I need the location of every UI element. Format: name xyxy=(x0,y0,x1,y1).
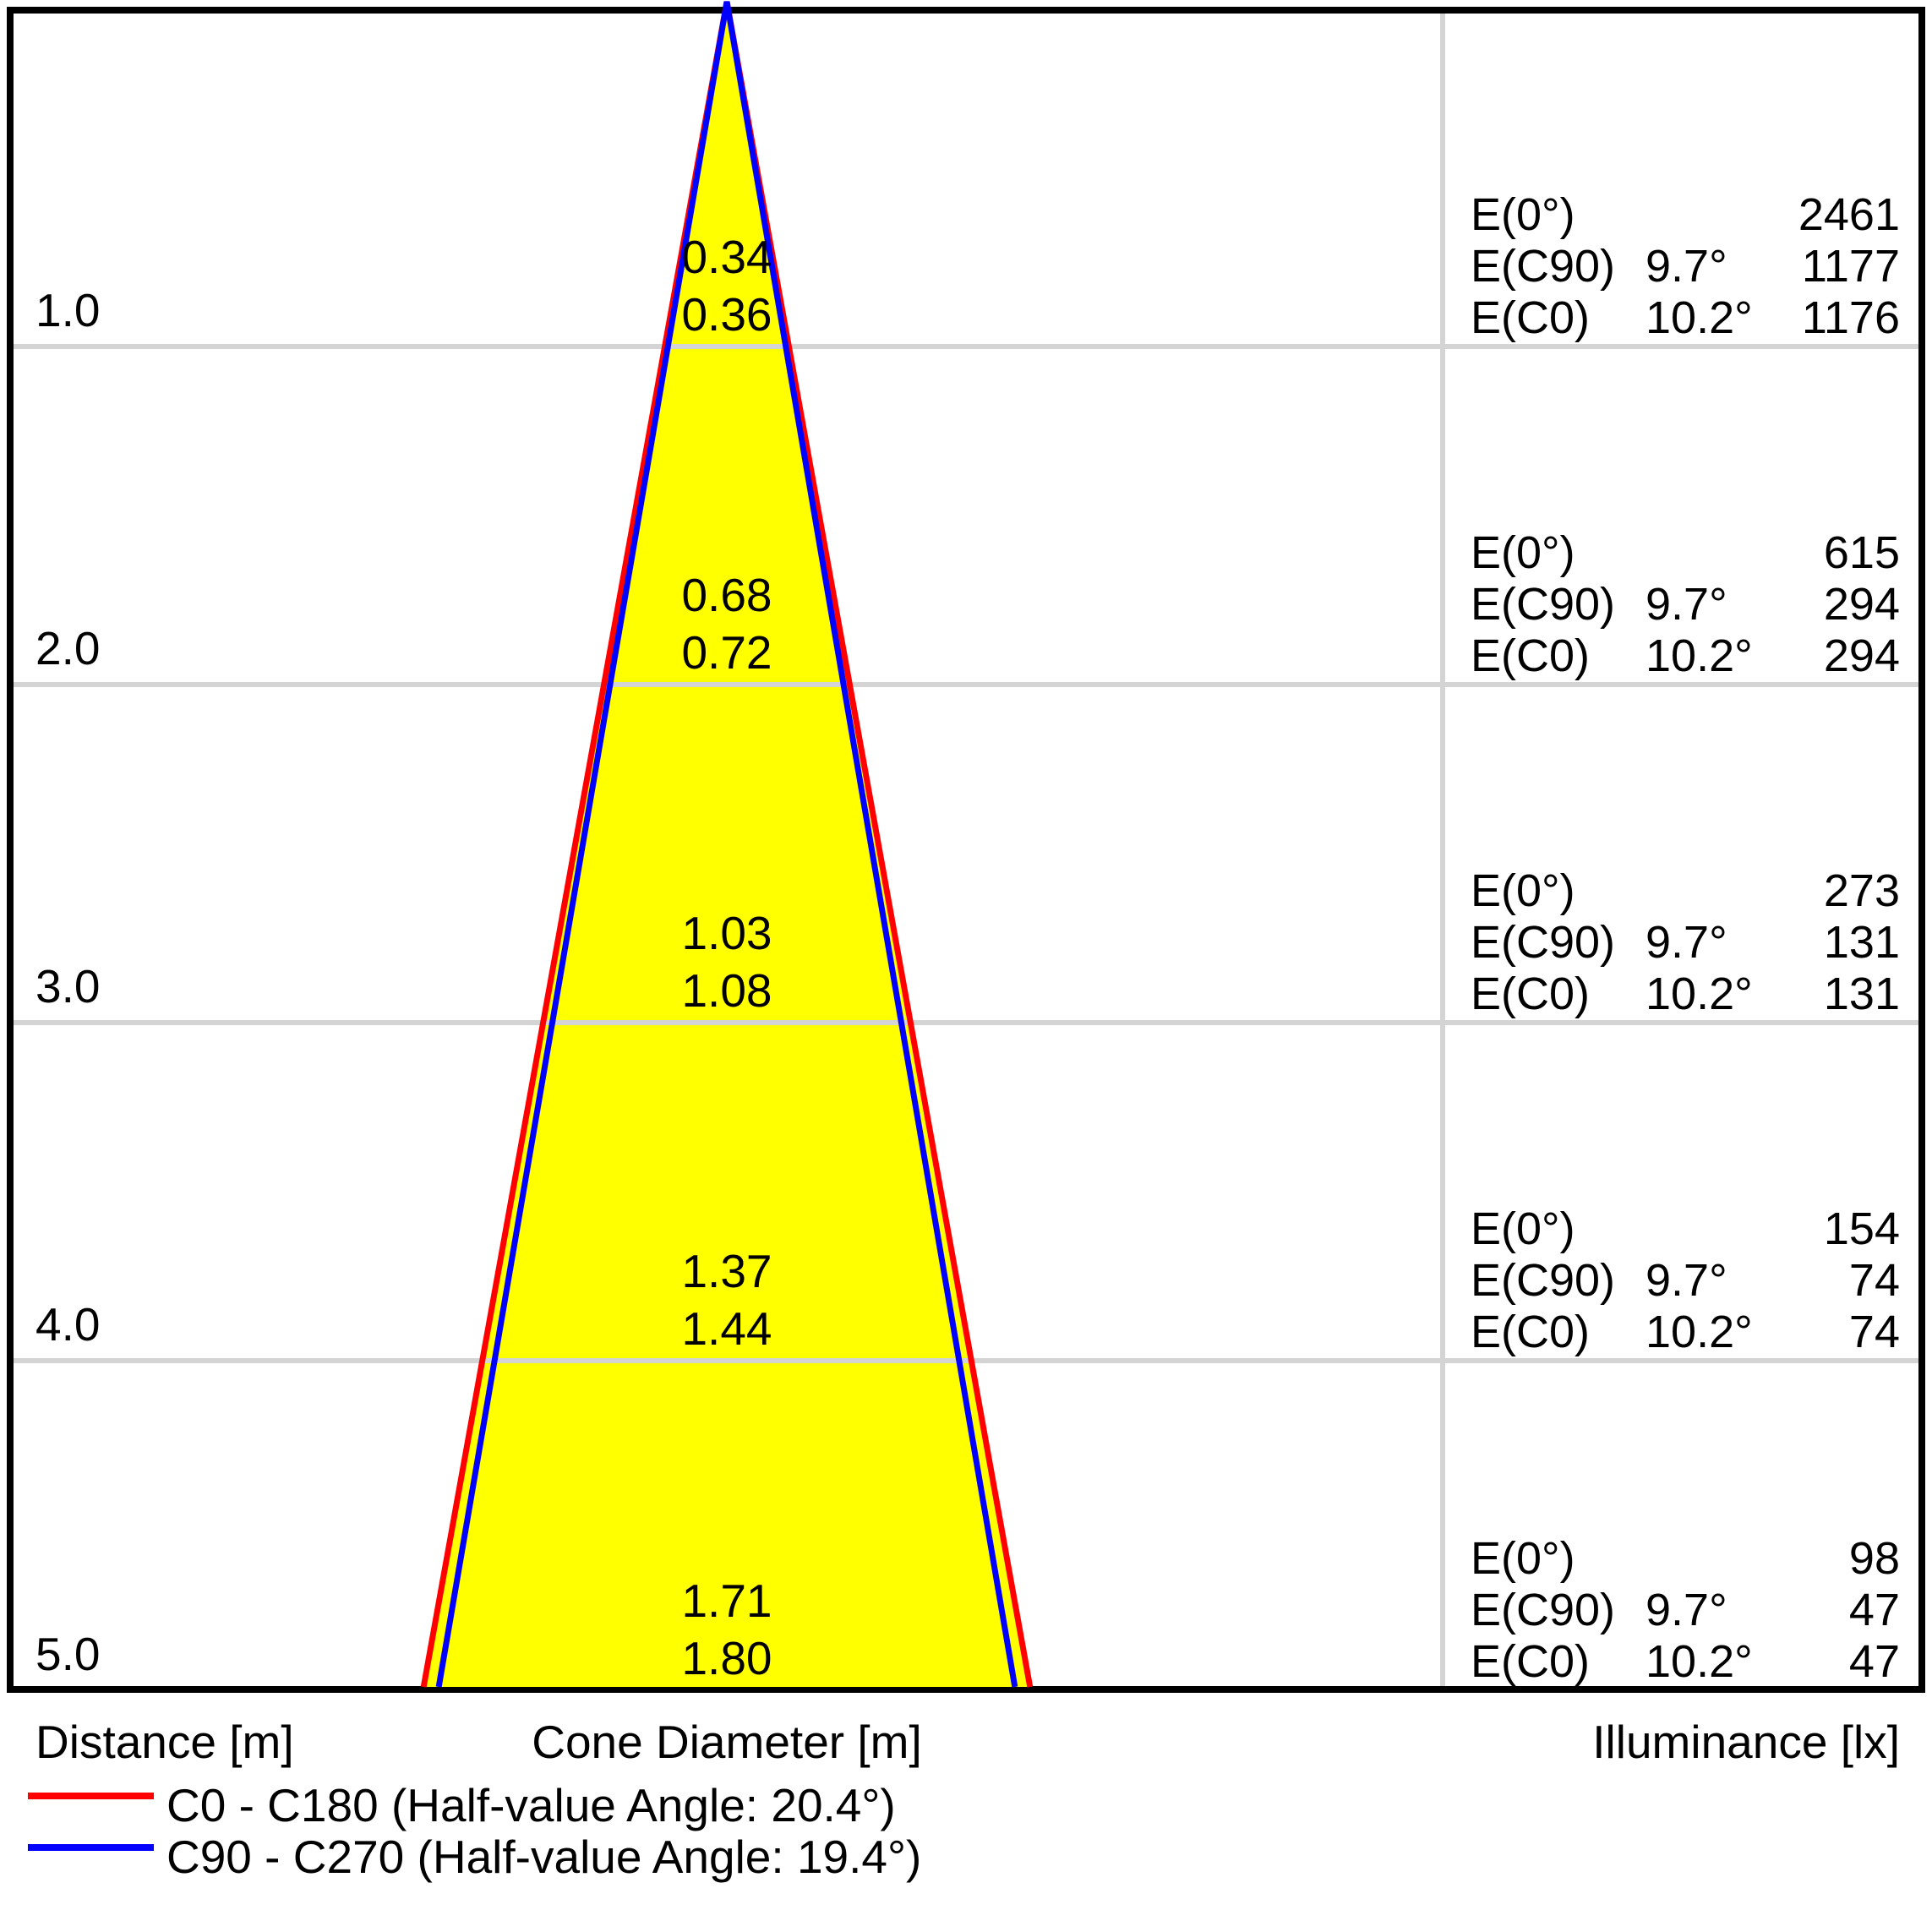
illuminance-row-group: E(0°) 98 E(C90) 9.7° 47 E(C0) 10.2° 47 xyxy=(1471,1533,1900,1688)
illuminance-angle: 10.2° xyxy=(1645,630,1753,681)
illuminance-line: E(C0) 10.2° 131 xyxy=(1471,969,1900,1020)
legend-swatch-c90-c270 xyxy=(28,1844,154,1851)
illuminance-line: E(C90) 9.7° 47 xyxy=(1471,1585,1900,1636)
illuminance-value: 1176 xyxy=(1801,292,1900,343)
illuminance-label: E(C0) xyxy=(1471,1307,1591,1357)
illuminance-value: 131 xyxy=(1823,917,1900,968)
cone-diameter-label: 1.37 1.44 xyxy=(558,1242,896,1357)
cone-diameter-c0: 1.08 xyxy=(681,964,772,1017)
legend-label-c90-c270: C90 - C270 (Half-value Angle: 19.4°) xyxy=(166,1831,922,1883)
illuminance-line: E(C90) 9.7° 294 xyxy=(1471,579,1900,630)
illuminance-line: E(C0) 10.2° 1176 xyxy=(1471,292,1900,344)
illuminance-line: E(0°) 2461 xyxy=(1471,189,1900,241)
cone-diameter-c90: 1.37 xyxy=(681,1245,772,1297)
illuminance-label: E(C0) xyxy=(1471,969,1591,1019)
illuminance-value: 294 xyxy=(1823,630,1900,681)
illuminance-angle: 10.2° xyxy=(1645,1636,1753,1687)
illuminance-label: E(C0) xyxy=(1471,1636,1591,1687)
illuminance-row-group: E(0°) 273 E(C90) 9.7° 131 E(C0) 10.2° 131 xyxy=(1471,865,1900,1020)
legend-label-c0-c180: C0 - C180 (Half-value Angle: 20.4°) xyxy=(166,1779,896,1831)
illuminance-label: E(C0) xyxy=(1471,630,1591,681)
illuminance-line: E(0°) 273 xyxy=(1471,865,1900,917)
illuminance-value: 131 xyxy=(1823,969,1900,1019)
illuminance-value: 273 xyxy=(1823,865,1900,916)
illuminance-line: E(C0) 10.2° 74 xyxy=(1471,1307,1900,1358)
cone-diameter-label: 0.68 0.72 xyxy=(558,566,896,681)
illuminance-label: E(0°) xyxy=(1471,1203,1575,1254)
illuminance-line: E(C90) 9.7° 1177 xyxy=(1471,241,1900,292)
illuminance-axis-title: Illuminance [lx] xyxy=(1592,1716,1900,1768)
cone-diameter-c0: 1.44 xyxy=(681,1302,772,1355)
cone-diameter-c90: 1.71 xyxy=(681,1575,772,1627)
cone-diameter-label: 1.71 1.80 xyxy=(558,1572,896,1687)
illuminance-value: 294 xyxy=(1823,579,1900,630)
illuminance-value: 615 xyxy=(1823,527,1900,578)
distance-label: 3.0 xyxy=(35,960,101,1012)
cone-diameter-c0: 0.36 xyxy=(681,288,772,341)
illuminance-label: E(C0) xyxy=(1471,292,1591,343)
cone-diameter-c0: 1.80 xyxy=(681,1632,772,1684)
cone-diameter-c0: 0.72 xyxy=(681,626,772,679)
illuminance-label: E(C90) xyxy=(1471,579,1616,630)
illuminance-value: 47 xyxy=(1848,1636,1900,1687)
cone-diameter-c90: 1.03 xyxy=(681,907,772,959)
distance-label: 2.0 xyxy=(35,622,101,674)
illuminance-value: 74 xyxy=(1848,1307,1900,1357)
illuminance-angle: 10.2° xyxy=(1645,292,1753,343)
illuminance-value: 1177 xyxy=(1801,241,1900,292)
illuminance-angle: 10.2° xyxy=(1645,1307,1753,1357)
chart-border xyxy=(7,7,1925,1693)
legend-swatch-c0-c180 xyxy=(28,1793,154,1799)
illuminance-angle: 9.7° xyxy=(1645,1255,1727,1306)
illuminance-row-group: E(0°) 154 E(C90) 9.7° 74 E(C0) 10.2° 74 xyxy=(1471,1203,1900,1358)
cone-diameter-c90: 0.34 xyxy=(681,231,772,283)
illuminance-line: E(C0) 10.2° 47 xyxy=(1471,1636,1900,1688)
illuminance-label: E(0°) xyxy=(1471,527,1575,578)
illuminance-angle: 9.7° xyxy=(1645,579,1727,630)
illuminance-angle: 9.7° xyxy=(1645,241,1727,292)
distance-label: 4.0 xyxy=(35,1298,101,1351)
illuminance-value: 74 xyxy=(1848,1255,1900,1306)
cone-diameter-c90: 0.68 xyxy=(681,569,772,621)
cone-diameter-label: 1.03 1.08 xyxy=(558,904,896,1019)
illuminance-line: E(0°) 154 xyxy=(1471,1203,1900,1255)
illuminance-label: E(0°) xyxy=(1471,865,1575,916)
illuminance-label: E(C90) xyxy=(1471,1255,1616,1306)
illuminance-line: E(C90) 9.7° 131 xyxy=(1471,917,1900,969)
illuminance-angle: 9.7° xyxy=(1645,1585,1727,1635)
illuminance-angle: 10.2° xyxy=(1645,969,1753,1019)
cone-diameter-label: 0.34 0.36 xyxy=(558,228,896,343)
light-cone-fill xyxy=(439,2,1015,1687)
illuminance-value: 98 xyxy=(1848,1533,1900,1584)
illuminance-label: E(C90) xyxy=(1471,917,1616,968)
illuminance-label: E(0°) xyxy=(1471,189,1575,240)
illuminance-value: 47 xyxy=(1848,1585,1900,1635)
illuminance-value: 2461 xyxy=(1798,189,1900,240)
distance-label: 5.0 xyxy=(35,1628,101,1680)
illuminance-line: E(0°) 98 xyxy=(1471,1533,1900,1585)
illuminance-line: E(C90) 9.7° 74 xyxy=(1471,1255,1900,1307)
illuminance-line: E(0°) 615 xyxy=(1471,527,1900,579)
cone-diameter-axis-title: Cone Diameter [m] xyxy=(532,1716,922,1768)
illuminance-angle: 9.7° xyxy=(1645,917,1727,968)
distance-label: 1.0 xyxy=(35,284,101,336)
illuminance-row-group: E(0°) 2461 E(C90) 9.7° 1177 E(C0) 10.2° 1176 xyxy=(1471,189,1900,344)
distance-axis-title: Distance [m] xyxy=(35,1716,294,1768)
illuminance-line: E(C0) 10.2° 294 xyxy=(1471,630,1900,682)
illuminance-label: E(C90) xyxy=(1471,1585,1616,1635)
illuminance-label: E(C90) xyxy=(1471,241,1616,292)
illuminance-label: E(0°) xyxy=(1471,1533,1575,1584)
illuminance-value: 154 xyxy=(1823,1203,1900,1254)
cone-outline-c90-c270 xyxy=(435,1,1018,1688)
illuminance-row-group: E(0°) 615 E(C90) 9.7° 294 E(C0) 10.2° 294 xyxy=(1471,527,1900,682)
